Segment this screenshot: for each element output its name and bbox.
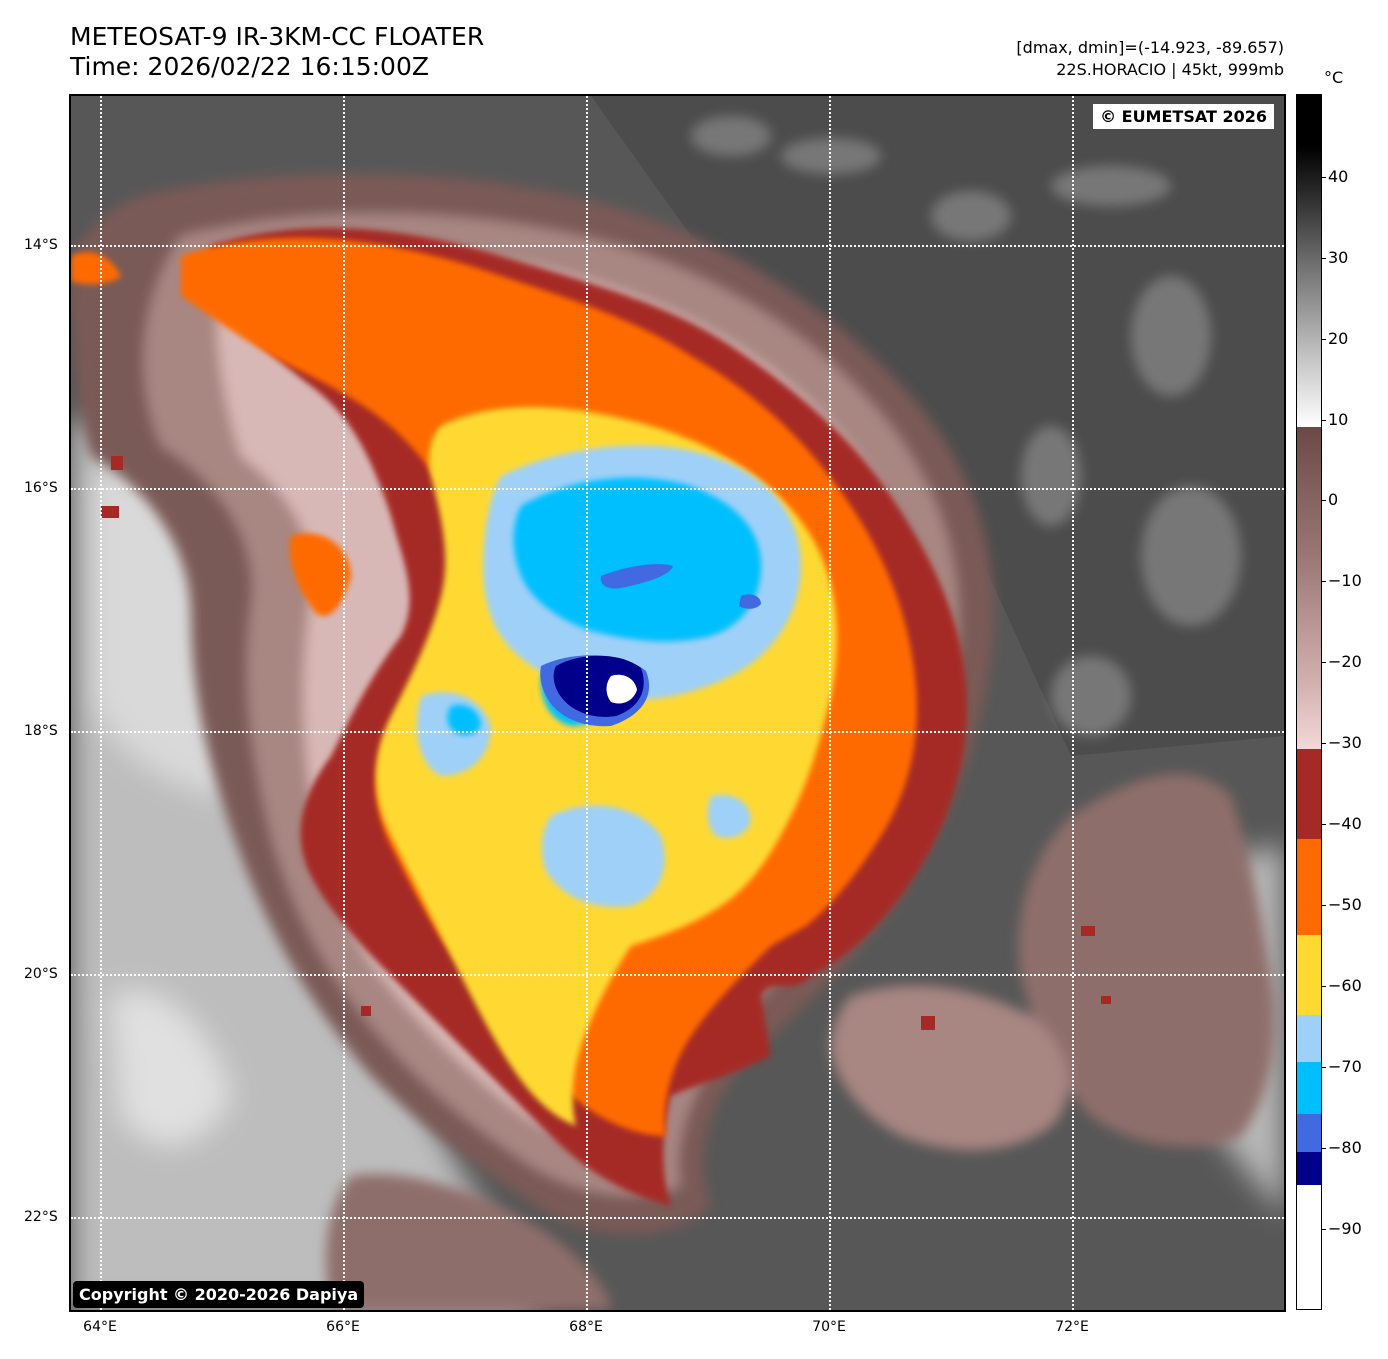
- meridian-64e: [100, 96, 102, 1310]
- colorbar-navy: [1297, 1152, 1321, 1185]
- colorbar-orange: [1297, 839, 1321, 935]
- colorbar-brown-pink: [1297, 427, 1321, 749]
- colorbar-tick: [1321, 824, 1326, 825]
- colorbar-label-40: 40: [1328, 167, 1349, 186]
- colorbar-label-minus20: −20: [1328, 652, 1362, 671]
- colorbar-label-minus50: −50: [1328, 895, 1362, 914]
- lon-label-64e: 64°E: [83, 1319, 117, 1335]
- colorbar-label-0: 0: [1328, 490, 1339, 509]
- lon-label-72e: 72°E: [1055, 1319, 1089, 1335]
- lon-label-70e: 70°E: [812, 1319, 846, 1335]
- satellite-map: © EUMETSAT 2026 Copyright © 2020-2026 Da…: [69, 94, 1286, 1312]
- colorbar-tick: [1321, 500, 1326, 501]
- meridian-72e: [1072, 96, 1074, 1310]
- colorbar-label-20: 20: [1328, 329, 1349, 348]
- meridian-68e: [586, 96, 588, 1310]
- colorbar-tick: [1321, 420, 1326, 421]
- colorbar-tick: [1321, 986, 1326, 987]
- chart-title: METEOSAT-9 IR-3KM-CC FLOATER: [70, 22, 485, 51]
- storm-info: 22S.HORACIO | 45kt, 999mb: [1056, 60, 1284, 79]
- data-range-info: [dmax, dmin]=(-14.923, -89.657): [1016, 38, 1284, 57]
- lat-label-18s: 18°S: [24, 723, 58, 739]
- parallel-14s: [71, 245, 1284, 247]
- colorbar-tick: [1321, 177, 1326, 178]
- dapiya-credit: Copyright © 2020-2026 Dapiya: [73, 1281, 365, 1308]
- colorbar-label-10: 10: [1328, 410, 1349, 429]
- lat-label-20s: 20°S: [24, 966, 58, 982]
- lon-label-66e: 66°E: [326, 1319, 360, 1335]
- parallel-20s: [71, 974, 1284, 976]
- chart-time: Time: 2026/02/22 16:15:00Z: [70, 52, 429, 81]
- colorbar-label-minus10: −10: [1328, 571, 1362, 590]
- colorbar-label-minus40: −40: [1328, 814, 1362, 833]
- meridian-70e: [829, 96, 831, 1310]
- colorbar-label-minus90: −90: [1328, 1219, 1362, 1238]
- colorbar-tick: [1321, 905, 1326, 906]
- colorbar-label-minus30: −30: [1328, 733, 1362, 752]
- colorbar: [1296, 94, 1322, 1310]
- scattered-convection: [101, 456, 1111, 1030]
- lon-label-68e: 68°E: [569, 1319, 603, 1335]
- meridian-66e: [343, 96, 345, 1310]
- colorbar-cyan: [1297, 1062, 1321, 1114]
- colorbar-white: [1297, 1185, 1321, 1309]
- parallel-22s: [71, 1217, 1284, 1219]
- parallel-16s: [71, 488, 1284, 490]
- colorbar-label-minus60: −60: [1328, 976, 1362, 995]
- colorbar-warm-gray: [1297, 95, 1321, 265]
- colorbar-tick: [1321, 1067, 1326, 1068]
- colorbar-tick: [1321, 1229, 1326, 1230]
- colorbar-yellow: [1297, 935, 1321, 1015]
- colorbar-tick: [1321, 662, 1326, 663]
- parallel-18s: [71, 731, 1284, 733]
- colorbar-tick: [1321, 339, 1326, 340]
- lat-label-22s: 22°S: [24, 1209, 58, 1225]
- colorbar-tick: [1321, 1148, 1326, 1149]
- colorbar-label-minus80: −80: [1328, 1138, 1362, 1157]
- colorbar-light-blue: [1297, 1015, 1321, 1062]
- colorbar-label-30: 30: [1328, 248, 1349, 267]
- colorbar-tick: [1321, 581, 1326, 582]
- colorbar-royal-blue: [1297, 1114, 1321, 1152]
- lat-label-16s: 16°S: [24, 480, 58, 496]
- colorbar-unit: °C: [1324, 68, 1344, 87]
- colorbar-dark-red: [1297, 749, 1321, 839]
- colorbar-label-minus70: −70: [1328, 1057, 1362, 1076]
- lat-label-14s: 14°S: [24, 237, 58, 253]
- colorbar-tick: [1321, 258, 1326, 259]
- colorbar-light-gray: [1297, 265, 1321, 427]
- colorbar-tick: [1321, 743, 1326, 744]
- low-clouds: [691, 116, 1241, 736]
- ir-imagery: [71, 96, 1284, 1310]
- eumetsat-credit: © EUMETSAT 2026: [1093, 104, 1274, 129]
- convection-navy-core: [553, 655, 644, 717]
